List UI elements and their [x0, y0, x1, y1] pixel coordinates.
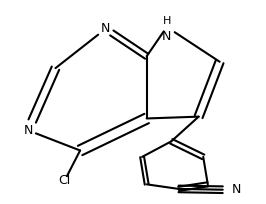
Text: H: H: [163, 16, 171, 26]
Text: N: N: [101, 22, 110, 35]
Text: N: N: [162, 30, 171, 43]
Text: N: N: [231, 183, 241, 196]
Text: N: N: [23, 124, 33, 137]
Text: Cl: Cl: [59, 174, 71, 187]
